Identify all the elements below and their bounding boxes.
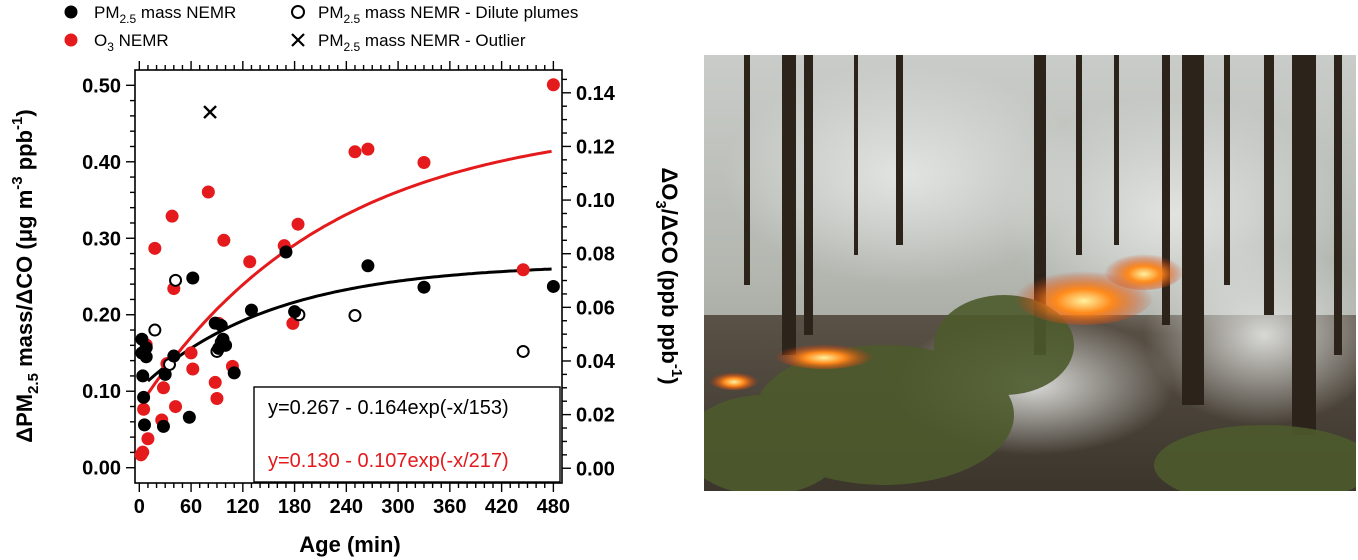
plot-frame [134,69,563,484]
x-tick-label: 420 [485,496,518,518]
x-tick-label: 0 [134,496,145,518]
legend: PM2.5 mass NEMR O3 NEMR PM2.5 mass NEMR … [64,3,578,54]
point-pm [156,419,170,433]
y-left-tick-label: 0.40 [82,152,121,174]
point-pm [417,280,431,294]
point-pm [137,418,151,432]
legend-label-dilute: PM2.5 mass NEMR - Dilute plumes [318,3,578,26]
point-o3 [137,402,151,416]
x-tick-label: 120 [226,496,259,518]
point-pm [244,303,258,317]
point-o3 [208,375,222,389]
point-o3 [361,142,375,156]
point-pm [279,245,293,259]
x-tick-label: 300 [381,496,414,518]
legend-label-o3: O3 NEMR [94,31,169,54]
x-tick-labels: 0 60 120 180 240 300 360 420 480 [134,496,570,518]
fit-line-pm [146,267,552,383]
point-o3 [136,445,150,459]
point-o3 [141,432,155,446]
axis-ticks [126,61,571,492]
point-o3 [417,156,431,170]
legend-label-pm: PM2.5 mass NEMR [94,3,236,26]
point-pm [361,259,375,273]
legend-marker-o3 [64,33,78,47]
x-tick-label: 480 [537,496,570,518]
y-left-axis-title: ΔPM2.5 mass/ΔCO (μg m-3 ppb-1) [9,109,42,442]
x-tick-label: 240 [330,496,363,518]
point-o3 [546,78,560,92]
point-pm-dilute [169,273,183,287]
point-pm [158,367,172,381]
y-right-tick-label: 0.00 [576,458,615,480]
x-tick-label: 180 [278,496,311,518]
point-o3 [186,362,200,376]
point-pm [136,369,150,383]
point-pm-outlier [203,105,217,119]
point-o3 [291,217,305,231]
point-pm [546,279,560,293]
point-o3 [165,209,179,223]
point-pm [227,366,241,380]
point-o3 [169,400,183,414]
point-o3 [243,255,257,269]
y-right-tick-label: 0.04 [576,351,616,373]
legend-marker-pm [64,5,78,19]
point-o3 [348,145,362,159]
legend-label-outlier: PM2.5 mass NEMR - Outlier [318,31,526,54]
point-pm [219,338,233,352]
y-left-tick-label: 0.10 [82,381,121,403]
point-o3 [156,381,170,395]
point-o3 [184,346,198,360]
point-pm [139,341,153,355]
y-left-tick-label: 0.20 [82,305,121,327]
legend-marker-outlier [291,33,305,47]
x-tick-label: 360 [433,496,466,518]
y-left-tick-label: 0.30 [82,228,121,250]
chart: PM2.5 mass NEMR O3 NEMR PM2.5 mass NEMR … [9,3,685,557]
point-pm [288,305,302,319]
y-left-tick-labels: 0.00 0.10 0.20 0.30 0.40 0.50 [82,75,121,479]
point-pm [214,318,228,332]
y-right-axis-title: ΔO3/ΔCO (ppb ppb-1) [652,167,685,384]
point-o3 [516,263,530,277]
point-pm-dilute [348,309,362,323]
point-o3 [210,392,224,406]
point-pm [137,390,151,404]
equation-o3: y=0.130 - 0.107exp(-x/217) [268,450,509,472]
point-o3 [148,241,162,255]
y-right-tick-label: 0.06 [576,297,615,319]
point-pm-dilute [148,323,162,337]
equation-pm: y=0.267 - 0.164exp(-x/153) [268,397,509,419]
y-left-tick-label: 0.50 [82,75,121,97]
point-pm-dilute [516,344,530,358]
y-right-tick-label: 0.02 [576,405,615,427]
x-tick-label: 60 [180,496,202,518]
x-axis-title: Age (min) [299,532,400,557]
point-pm [186,271,200,285]
y-right-tick-labels: 0.00 0.02 0.04 0.06 0.08 0.10 0.12 0.14 [576,83,616,480]
y-right-tick-label: 0.12 [576,136,615,158]
point-pm [167,349,181,363]
equation-box: y=0.267 - 0.164exp(-x/153) y=0.130 - 0.1… [253,386,561,483]
point-pm [139,350,153,364]
y-right-tick-label: 0.14 [576,83,616,105]
y-left-tick-label: 0.00 [82,458,121,480]
data-points [134,78,560,462]
fit-line-o3 [146,149,552,395]
y-right-tick-label: 0.10 [576,190,615,212]
legend-marker-dilute [291,5,305,19]
point-o3 [201,185,215,199]
forest-fire-photo [704,55,1356,491]
point-pm [182,410,196,424]
point-o3 [217,233,231,247]
y-right-tick-label: 0.08 [576,244,615,266]
